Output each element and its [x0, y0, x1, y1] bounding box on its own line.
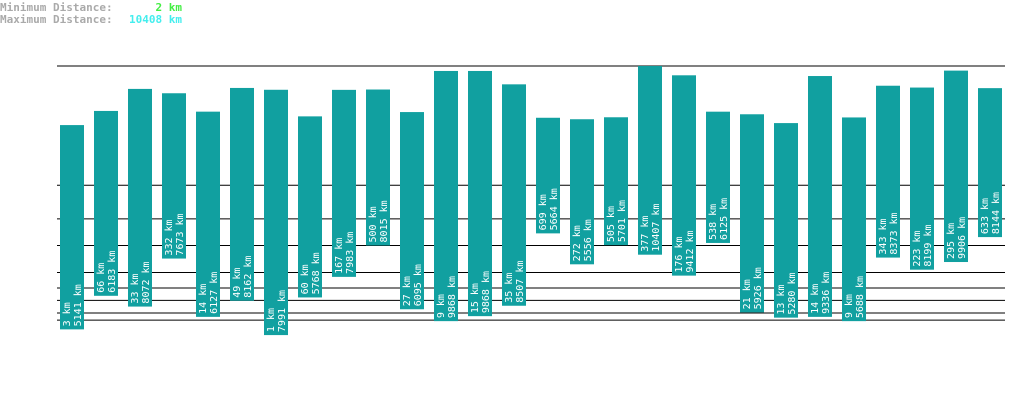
low-label: 343 km [878, 218, 889, 254]
high-label: 6125 km [719, 198, 730, 240]
low-label: 538 km [708, 204, 719, 240]
bar [944, 70, 968, 263]
high-label: 8144 km [991, 192, 1002, 234]
high-label: 5556 km [583, 219, 594, 261]
bar [536, 117, 560, 234]
bar [842, 117, 866, 322]
low-label: 505 km [606, 206, 617, 242]
low-label: 9 km [436, 294, 447, 318]
low-label: 15 km [470, 283, 481, 313]
bar [706, 111, 730, 243]
high-label: 5688 km [855, 276, 866, 318]
high-label: 6183 km [107, 251, 118, 293]
bar [94, 110, 118, 296]
summary-label: Minimum Distance: [0, 1, 113, 14]
high-label: 5141 km [73, 284, 84, 326]
low-label: 633 km [980, 198, 991, 234]
high-label: 5768 km [311, 252, 322, 294]
high-label: 9336 km [821, 272, 832, 314]
low-label: 500 km [368, 206, 379, 242]
bar [740, 114, 764, 313]
bar [366, 89, 390, 246]
bar [808, 76, 832, 317]
low-label: 699 km [538, 194, 549, 230]
low-label: 27 km [402, 276, 413, 306]
high-label: 8072 km [141, 261, 152, 303]
bar [978, 88, 1002, 238]
bar [468, 70, 492, 317]
low-label: 33 km [130, 273, 141, 303]
low-label: 66 km [96, 263, 107, 293]
low-label: 9 km [844, 294, 855, 318]
high-label: 10407 km [651, 204, 662, 252]
high-label: 9906 km [957, 217, 968, 259]
bar [570, 119, 594, 265]
low-label: 3 km [62, 302, 73, 326]
low-label: 49 km [232, 268, 243, 298]
high-label: 8199 km [923, 225, 934, 267]
summary-value: 10408 km [129, 13, 182, 26]
bar [502, 84, 526, 306]
low-label: 272 km [572, 225, 583, 261]
bar [910, 87, 934, 270]
low-label: 167 km [334, 238, 345, 274]
low-label: 13 km [776, 285, 787, 315]
bar [128, 88, 152, 307]
high-label: 7983 km [345, 232, 356, 274]
bar [230, 87, 254, 301]
low-label: 332 km [164, 219, 175, 255]
bar [332, 89, 356, 277]
low-label: 295 km [946, 223, 957, 259]
bar [60, 125, 84, 330]
bar [876, 85, 900, 258]
high-label: 5926 km [753, 267, 764, 309]
low-label: 377 km [640, 216, 651, 252]
low-label: 60 km [300, 264, 311, 294]
low-label: 176 km [674, 236, 685, 272]
bar [162, 93, 186, 259]
high-label: 5664 km [549, 188, 560, 230]
low-label: 14 km [810, 284, 821, 314]
summary-label: Maximum Distance: [0, 13, 113, 26]
high-label: 6127 km [209, 272, 220, 314]
high-label: 5701 km [617, 200, 628, 242]
high-label: 8373 km [889, 212, 900, 254]
high-label: 5280 km [787, 272, 798, 314]
low-label: 14 km [198, 284, 209, 314]
high-label: 9868 km [481, 271, 492, 313]
bar [298, 116, 322, 298]
low-label: 21 km [742, 279, 753, 309]
low-label: 223 km [912, 231, 923, 267]
high-label: 6095 km [413, 264, 424, 306]
high-label: 8015 km [379, 200, 390, 242]
bar [638, 66, 662, 255]
low-label: 1 km [266, 308, 277, 332]
high-label: 8162 km [243, 256, 254, 298]
high-label: 7673 km [175, 213, 186, 255]
bar [196, 111, 220, 317]
high-label: 9412 km [685, 230, 696, 272]
bar [672, 75, 696, 276]
high-label: 8507 km [515, 261, 526, 303]
bar [604, 117, 628, 246]
bar [400, 112, 424, 310]
high-label: 7991 km [277, 290, 288, 332]
low-label: 35 km [504, 273, 515, 303]
summary-value: 2 km [156, 1, 183, 14]
bar [434, 70, 458, 322]
bar [774, 123, 798, 318]
bar [264, 89, 288, 336]
high-label: 9868 km [447, 276, 458, 318]
